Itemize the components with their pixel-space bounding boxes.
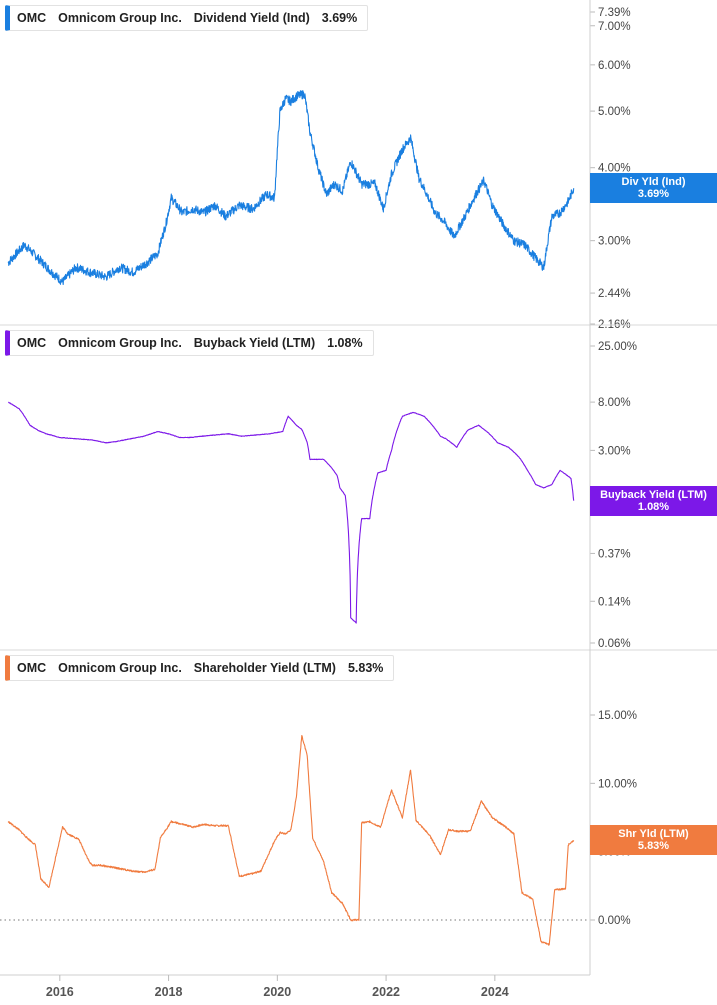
y-tick-label: 7.39% — [598, 7, 631, 19]
y-tick-label: 3.00% — [598, 236, 631, 248]
y-tick-label: 4.00% — [598, 163, 631, 175]
y-tick-label: 6.00% — [598, 60, 631, 72]
x-tick-label: 2022 — [372, 985, 400, 999]
y-tick-label: 10.00% — [598, 778, 637, 790]
legend-company: Omnicom Group Inc. — [58, 661, 182, 675]
legend-metric: Shareholder Yield (LTM) — [193, 661, 336, 675]
x-tick-label: 2020 — [263, 985, 291, 999]
legend-box: OMC Omnicom Group Inc. Shareholder Yield (… — [5, 655, 395, 681]
value-tag: Buyback Yield (LTM) 1.08% — [590, 485, 717, 516]
y-tick-label: 2.44% — [598, 288, 631, 300]
legend-ticker: OMC — [17, 11, 47, 25]
y-tick-label: 0.06% — [598, 638, 631, 650]
series-line — [7, 90, 575, 286]
legend-box: OMC Omnicom Group Inc. Buyback Yield (LTM)… — [5, 330, 374, 356]
panel-1: 7.39%7.00%6.00%5.00%4.00%3.00%2.44%2.16% — [7, 7, 631, 331]
y-tick-label: 8.00% — [598, 397, 631, 409]
x-tick-label: 2016 — [46, 985, 74, 999]
panel-3: 15.00%10.00%5.00%0.00% — [0, 649, 717, 946]
value-tag: Div Yld (Ind) 3.69% — [590, 173, 717, 204]
value-tag-label: Shr Yld (LTM) — [618, 828, 689, 841]
y-tick-label: 5.00% — [598, 106, 631, 118]
series-line — [7, 401, 575, 624]
legend-value: 3.69% — [321, 11, 358, 25]
y-tick-label: 0.00% — [598, 915, 631, 927]
legend-box: OMC Omnicom Group Inc. Dividend Yield (Ind… — [5, 5, 369, 31]
legend-metric: Buyback Yield (LTM) — [193, 336, 316, 350]
value-tag: Shr Yld (LTM) 5.83% — [590, 825, 717, 856]
y-tick-label: 3.00% — [598, 445, 631, 457]
value-tag-label: Buyback Yield (LTM) — [600, 488, 707, 501]
legend-company: Omnicom Group Inc. — [58, 11, 182, 25]
x-tick-label: 2024 — [481, 985, 509, 999]
legend-metric: Dividend Yield (Ind) — [193, 11, 310, 25]
legend-value: 1.08% — [327, 336, 363, 350]
legend-ticker: OMC — [17, 661, 47, 675]
legend-ticker: OMC — [17, 336, 47, 350]
legend-company: Omnicom Group Inc. — [58, 336, 182, 350]
x-tick-label: 2018 — [155, 985, 183, 999]
value-tag-label: Div Yld (Ind) — [621, 176, 686, 189]
y-tick-label: 7.00% — [598, 21, 631, 33]
legend-value: 5.83% — [347, 661, 384, 675]
y-tick-label: 15.00% — [598, 710, 637, 722]
y-tick-label: 0.14% — [598, 596, 631, 608]
value-tag-value: 5.83% — [637, 840, 670, 853]
y-tick-label: 0.37% — [598, 548, 631, 560]
series-line — [7, 735, 575, 946]
panel-2: 25.00% 8.00% 3.00% 0.37% 0.14% 0.06% — [0, 324, 717, 650]
y-tick-label: 25.00% — [598, 341, 637, 353]
value-tag-value: 1.08% — [637, 500, 670, 513]
value-tag-value: 3.69% — [637, 188, 670, 201]
